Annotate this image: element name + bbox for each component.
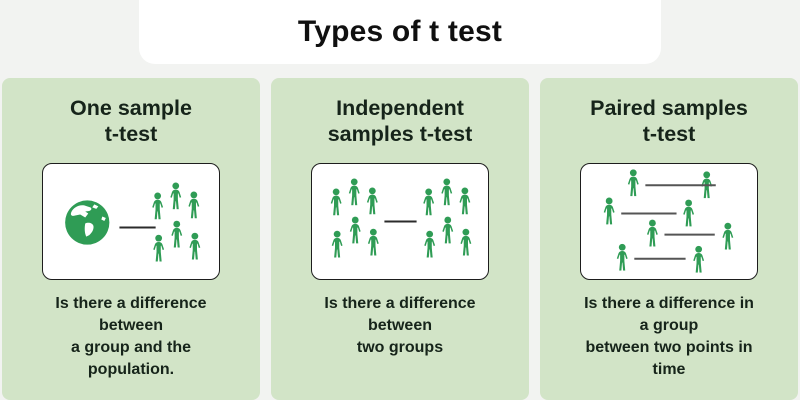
panel-one-sample-t-test: One sample t-test Is there a difference … <box>2 78 260 400</box>
person-icon <box>153 234 165 262</box>
person-icon <box>441 178 453 206</box>
globe-vs-group-illustration <box>65 182 201 262</box>
panel-title-line: Paired samples <box>590 96 748 120</box>
person-icon <box>646 219 658 247</box>
person-icon <box>722 222 734 250</box>
description-line: a group <box>639 317 699 334</box>
person-icon <box>693 245 705 273</box>
person-icon <box>348 178 360 206</box>
person-icon <box>366 187 378 215</box>
person-icon <box>683 199 695 227</box>
person-icon <box>152 192 164 220</box>
person-icon <box>442 216 454 244</box>
panel-description: Is there a difference between two groups <box>271 293 529 359</box>
page-title: Types of t test <box>297 15 503 48</box>
description-line: Is there a difference <box>55 295 207 312</box>
person-icon <box>459 187 471 215</box>
person-icon <box>189 232 201 260</box>
illustration-box <box>311 163 489 280</box>
person-icon <box>367 228 379 256</box>
group-vs-group-illustration <box>330 178 472 258</box>
person-icon <box>331 230 343 258</box>
description-line: two groups <box>356 339 444 356</box>
panels-row: One sample t-test Is there a difference … <box>0 78 800 400</box>
description-line: Is there a difference <box>324 295 476 312</box>
description-line: between <box>98 317 163 334</box>
illustration-box <box>42 163 220 280</box>
illustration-box <box>580 163 758 280</box>
person-icon <box>188 191 200 219</box>
person-icon <box>170 182 182 210</box>
description-line: between <box>367 317 432 334</box>
description-line: Is there a difference in <box>584 295 754 312</box>
panel-description: Is there a difference in a group between… <box>540 293 798 381</box>
person-icon <box>349 216 361 244</box>
panel-title-line: Independent <box>336 96 464 120</box>
panel-title: One sample t-test <box>2 78 260 147</box>
person-icon <box>627 169 639 197</box>
person-icon <box>423 188 435 216</box>
panel-description: Is there a difference between a group an… <box>2 293 260 381</box>
description-line: time <box>652 361 686 378</box>
globe-icon <box>65 200 110 245</box>
description-line: population. <box>87 361 175 378</box>
panel-title-line: t-test <box>642 122 696 146</box>
header-card: Types of t test <box>139 0 661 64</box>
panel-independent-samples-t-test: Independent samples t-test Is there a di… <box>271 78 529 400</box>
panel-title-line: One sample <box>70 96 192 120</box>
description-line: between two points in <box>585 339 753 356</box>
panel-title-line: t-test <box>104 122 158 146</box>
person-icon <box>460 228 472 256</box>
panel-title: Independent samples t-test <box>271 78 529 147</box>
person-icon <box>330 188 342 216</box>
panel-title: Paired samples t-test <box>540 78 798 147</box>
person-icon <box>171 220 183 248</box>
person-icon <box>424 230 436 258</box>
panel-paired-samples-t-test: Paired samples t-test Is there a differe… <box>540 78 798 400</box>
person-icon <box>616 243 628 271</box>
person-icon <box>603 197 615 225</box>
paired-points-illustration <box>603 169 734 273</box>
description-line: a group and the <box>71 339 191 356</box>
panel-title-line: samples t-test <box>327 122 473 146</box>
